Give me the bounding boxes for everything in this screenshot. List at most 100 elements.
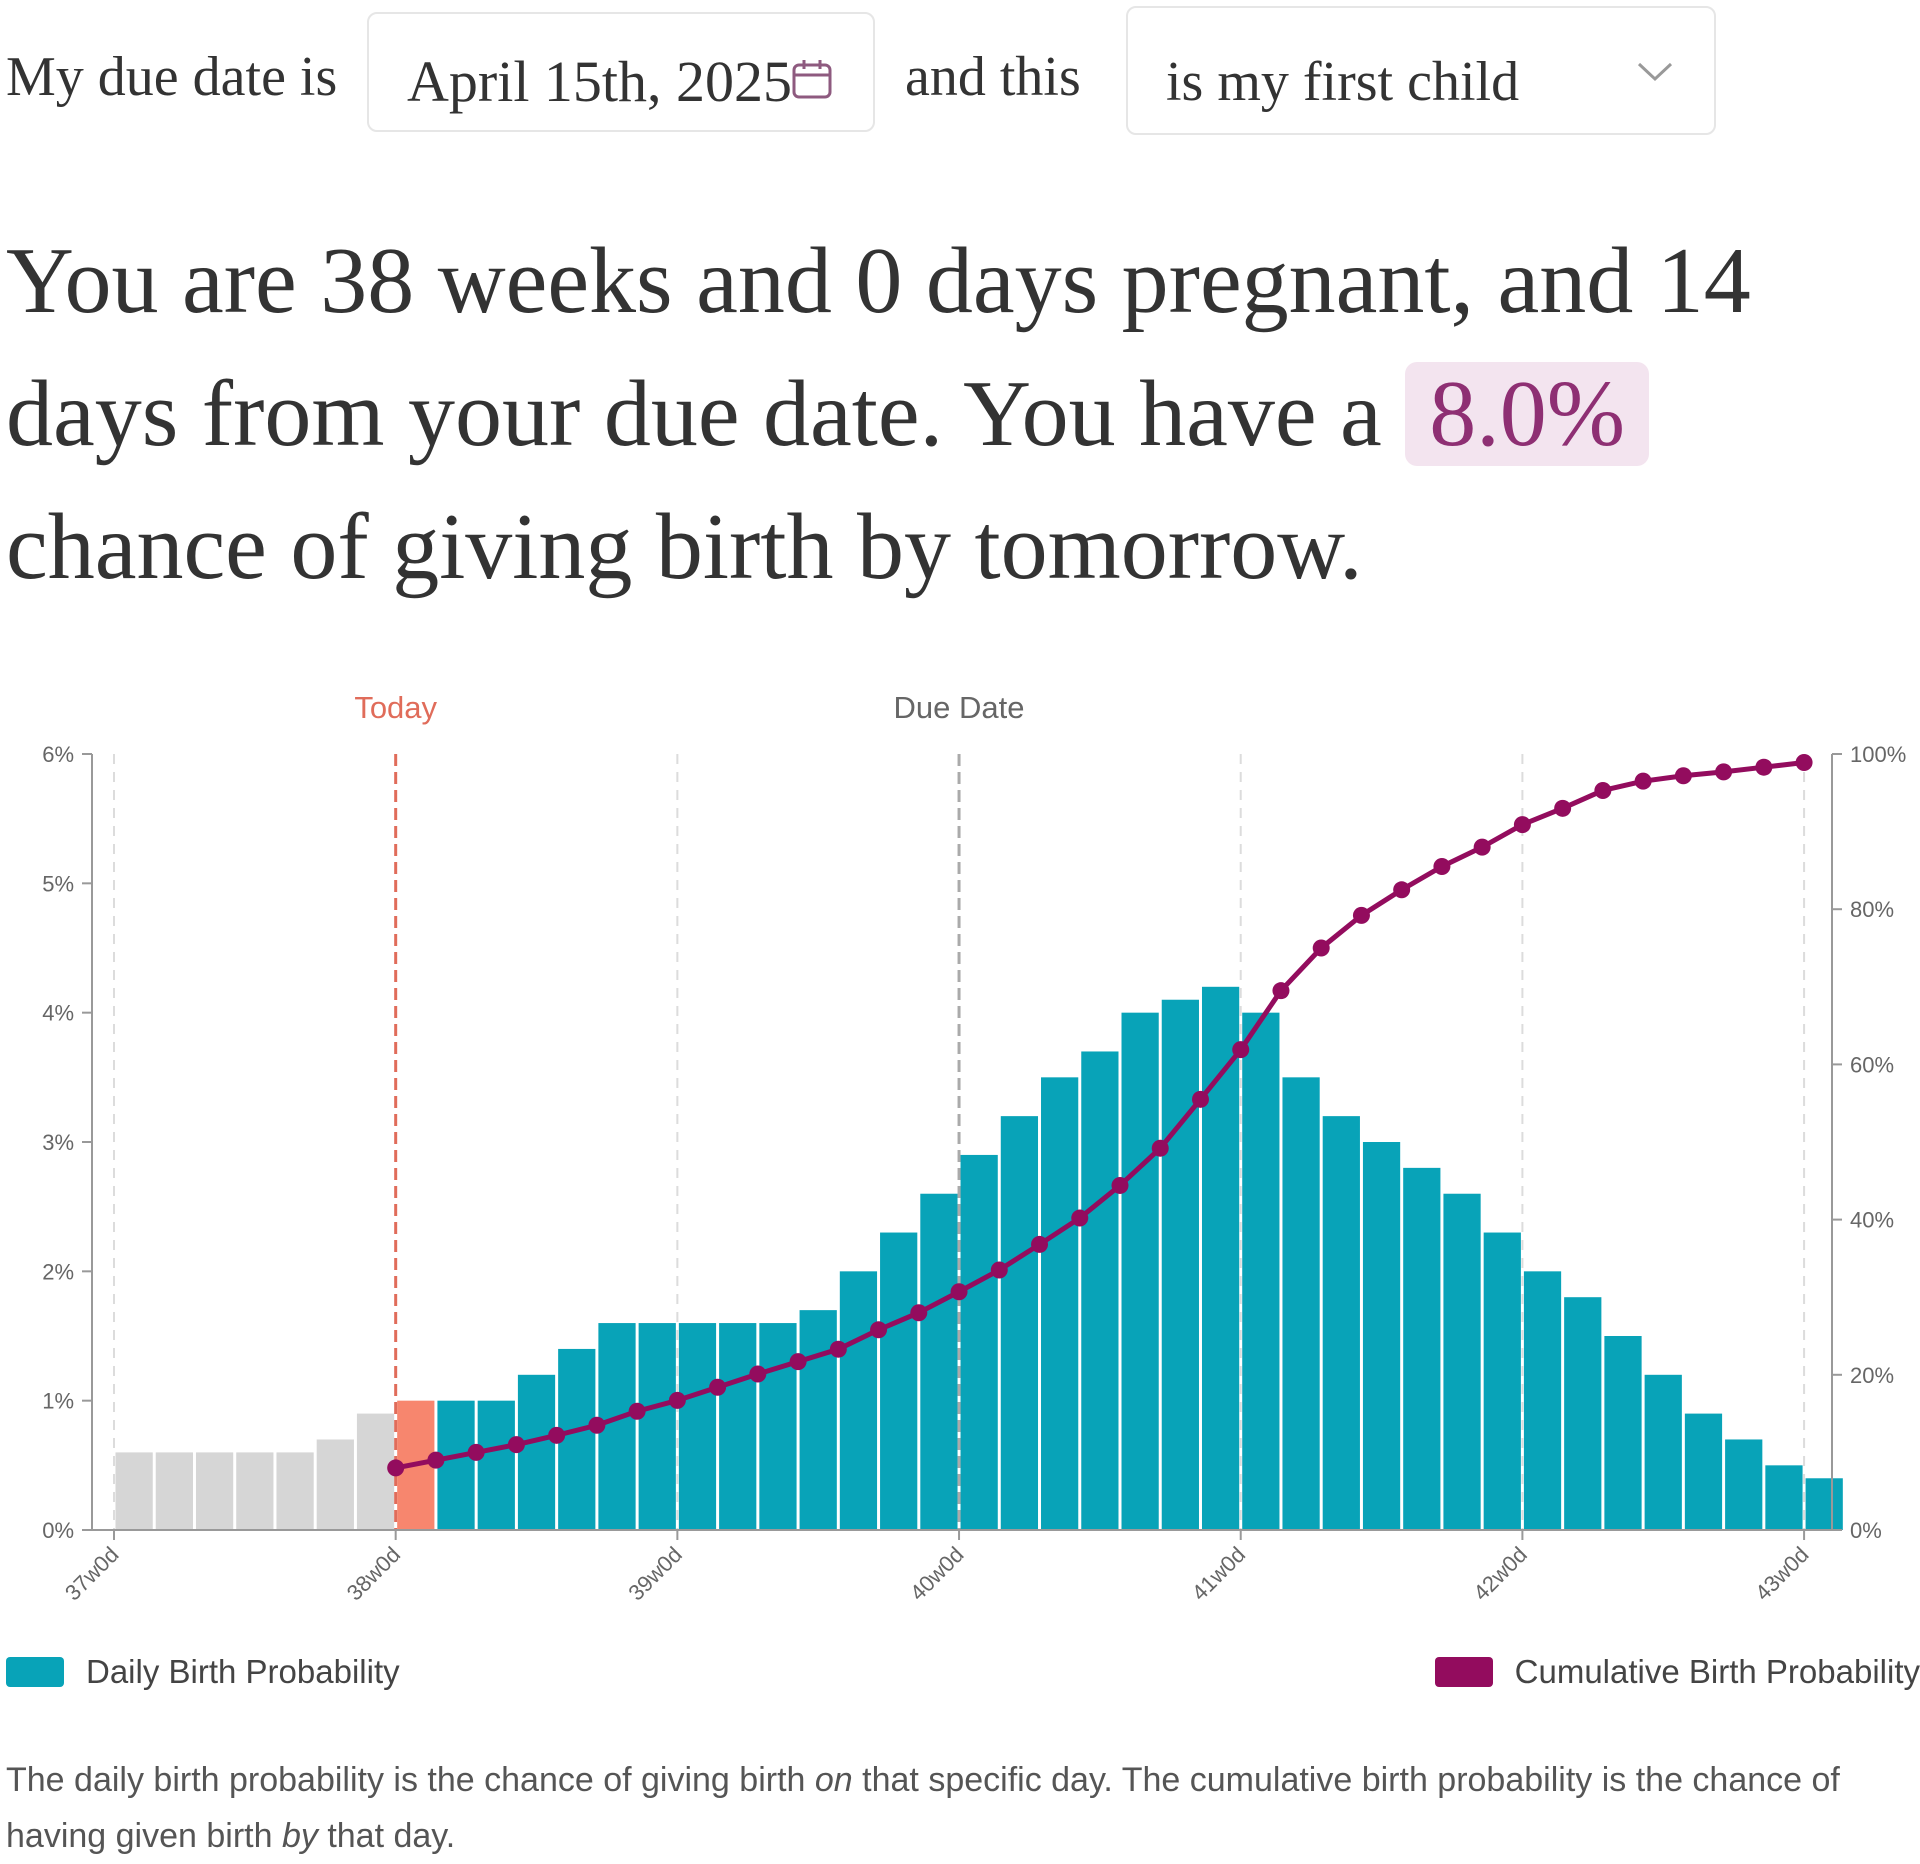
cumulative-point xyxy=(1191,1090,1209,1108)
y-tick-label: 2% xyxy=(42,1259,74,1284)
daily-bar xyxy=(920,1193,958,1530)
cumulative-point xyxy=(950,1283,968,1301)
daily-bar xyxy=(195,1452,234,1530)
cumulative-point xyxy=(1473,838,1491,856)
cumulative-point xyxy=(628,1402,646,1420)
daily-bar xyxy=(1282,1077,1320,1530)
due-date-label: Due Date xyxy=(894,690,1025,725)
note-text-3: that day. xyxy=(317,1817,456,1855)
x-tick-label: 42w0d xyxy=(1468,1542,1532,1606)
daily-bar xyxy=(1041,1077,1079,1530)
legend-daily: Daily Birth Probability xyxy=(6,1653,400,1691)
x-tick-label: 39w0d xyxy=(623,1542,687,1606)
legend-daily-label: Daily Birth Probability xyxy=(86,1653,400,1690)
cumulative-point xyxy=(668,1391,686,1409)
note-emphasis-on: on xyxy=(814,1761,853,1799)
daily-bar xyxy=(638,1323,676,1530)
cumulative-point xyxy=(1594,781,1612,799)
chance-highlight: 8.0% xyxy=(1405,362,1650,466)
cumulative-point xyxy=(1272,982,1290,1000)
legend-cumulative-label: Cumulative Birth Probability xyxy=(1514,1653,1920,1690)
cumulative-point xyxy=(1755,758,1773,776)
x-tick-label: 41w0d xyxy=(1187,1542,1251,1606)
cumulative-point xyxy=(1554,799,1572,817)
y-tick-label: 1% xyxy=(42,1389,74,1414)
daily-bar xyxy=(759,1323,797,1530)
y2-tick-label: 80% xyxy=(1850,897,1894,922)
cumulative-point xyxy=(1352,906,1370,924)
y2-tick-label: 60% xyxy=(1850,1052,1894,1077)
cumulative-point xyxy=(749,1365,767,1383)
result-headline: You are 38 weeks and 0 days pregnant, an… xyxy=(6,215,1886,614)
cumulative-point xyxy=(990,1261,1008,1279)
daily-bar xyxy=(517,1374,556,1530)
y-tick-label: 4% xyxy=(42,1001,74,1026)
calendar-icon[interactable] xyxy=(791,58,833,100)
y-tick-label: 0% xyxy=(42,1518,74,1543)
daily-bar xyxy=(799,1310,837,1530)
y-tick-label: 5% xyxy=(42,871,74,896)
cumulative-point xyxy=(1111,1176,1129,1194)
daily-bar xyxy=(960,1154,998,1530)
legend-daily-swatch xyxy=(6,1657,64,1687)
y2-tick-label: 100% xyxy=(1850,742,1906,767)
cumulative-point xyxy=(427,1451,445,1469)
daily-bar xyxy=(1121,1012,1159,1530)
daily-bar xyxy=(839,1271,878,1530)
cumulative-point xyxy=(1151,1139,1169,1157)
cumulative-point xyxy=(467,1443,485,1461)
headline-part-1: You are 38 weeks and 0 days pregnant, an… xyxy=(6,229,1751,466)
daily-bar xyxy=(1242,1012,1280,1530)
today-label: Today xyxy=(354,690,437,725)
daily-bar xyxy=(1644,1374,1682,1530)
y-tick-label: 6% xyxy=(42,742,74,767)
note-text-2: that specific day. The cumulative birth … xyxy=(6,1761,1840,1855)
daily-bar xyxy=(558,1348,596,1530)
cumulative-point xyxy=(1232,1041,1250,1059)
daily-bar xyxy=(1362,1142,1401,1530)
explanation-note: The daily birth probability is the chanc… xyxy=(6,1752,1906,1864)
daily-bar xyxy=(678,1323,717,1530)
due-date-prefix: My due date is xyxy=(6,46,338,108)
cumulative-point xyxy=(709,1378,727,1396)
x-tick-label: 43w0d xyxy=(1750,1542,1814,1606)
daily-bar xyxy=(276,1452,314,1530)
x-tick-label: 38w0d xyxy=(342,1542,406,1606)
cumulative-point xyxy=(507,1436,525,1454)
x-tick-label: 37w0d xyxy=(60,1542,124,1606)
cumulative-point xyxy=(910,1304,928,1322)
daily-bar xyxy=(719,1323,757,1530)
daily-bar xyxy=(880,1232,918,1530)
daily-bar xyxy=(1523,1271,1562,1530)
y2-tick-label: 20% xyxy=(1850,1363,1894,1388)
cumulative-point xyxy=(1393,881,1411,899)
due-date-value: April 15th, 2025 xyxy=(407,49,793,114)
cumulative-point xyxy=(588,1416,606,1434)
daily-bar xyxy=(1725,1439,1763,1530)
child-order-select[interactable]: is my first child xyxy=(1126,6,1716,135)
daily-bar xyxy=(1684,1413,1723,1530)
due-date-form: My due date is April 15th, 2025 and this… xyxy=(0,0,1920,150)
cumulative-point xyxy=(1071,1209,1089,1227)
daily-bar xyxy=(477,1400,515,1530)
cumulative-point xyxy=(1715,763,1733,781)
cumulative-point xyxy=(1674,767,1692,785)
daily-bar xyxy=(1805,1478,1843,1530)
daily-bar xyxy=(1403,1167,1441,1530)
daily-bar xyxy=(1483,1232,1521,1530)
legend-cumulative-swatch xyxy=(1434,1657,1493,1687)
daily-bar xyxy=(1443,1193,1481,1530)
daily-bar xyxy=(1564,1297,1602,1530)
due-date-picker[interactable]: April 15th, 2025 xyxy=(367,12,875,132)
y-tick-label: 3% xyxy=(42,1130,74,1155)
cumulative-point xyxy=(387,1459,405,1477)
birth-probability-chart: Today Due Date 0% 1% 2% 3% 4% 5% 6% 0% 20% 40% 60% 80… xyxy=(0,680,1920,1620)
cumulative-point xyxy=(1312,939,1330,957)
daily-bar xyxy=(155,1452,193,1530)
note-text-1: The daily birth probability is the chanc… xyxy=(6,1761,815,1799)
legend-cumulative: Cumulative Birth Probability xyxy=(1434,1653,1920,1691)
y2-tick-label: 0% xyxy=(1850,1518,1882,1543)
daily-bar xyxy=(115,1452,153,1530)
connector-text: and this xyxy=(905,46,1081,108)
cumulative-point xyxy=(1433,858,1451,876)
